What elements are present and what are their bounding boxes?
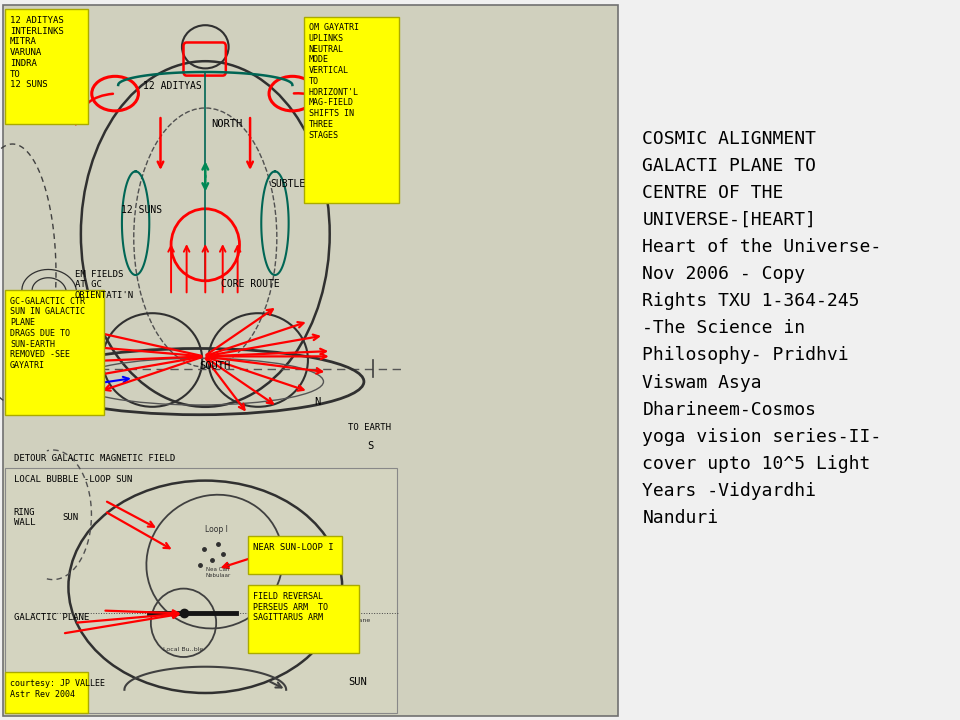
FancyBboxPatch shape — [5, 9, 88, 124]
Text: NORTH: NORTH — [211, 119, 243, 129]
Text: CORE ROUTE: CORE ROUTE — [221, 279, 279, 289]
Text: DETOUR GALACTIC MAGNETIC FIELD: DETOUR GALACTIC MAGNETIC FIELD — [13, 454, 175, 463]
Text: GALACTIC PLANE: GALACTIC PLANE — [13, 613, 89, 622]
FancyBboxPatch shape — [5, 290, 104, 415]
Text: SUN: SUN — [348, 677, 367, 687]
Text: 12 ADITYAS: 12 ADITYAS — [143, 81, 202, 91]
Text: EM FIELDS
AT GC
ORIENTATI'N: EM FIELDS AT GC ORIENTATI'N — [75, 270, 133, 300]
FancyBboxPatch shape — [248, 536, 342, 574]
Text: Loop I: Loop I — [205, 525, 228, 534]
FancyBboxPatch shape — [5, 672, 88, 713]
Text: galactic plane: galactic plane — [326, 618, 371, 623]
Text: SUN: SUN — [62, 513, 79, 521]
Text: S: S — [367, 441, 373, 451]
Text: SUBTLE: SUBTLE — [271, 179, 306, 189]
Text: GC-GALACTIC CTR
SUN IN GALACTIC
PLANE
DRAGS DUE TO
SUN-EARTH
REMOVED -SEE
GAYATR: GC-GALACTIC CTR SUN IN GALACTIC PLANE DR… — [10, 297, 84, 370]
Text: wall: wall — [280, 611, 293, 616]
Text: RING
WALL: RING WALL — [13, 508, 36, 527]
FancyBboxPatch shape — [248, 585, 359, 653]
Text: TO EARTH: TO EARTH — [348, 423, 392, 432]
Text: FIELD REVERSAL
PERSEUS ARM  TO
SAGITTARUS ARM: FIELD REVERSAL PERSEUS ARM TO SAGITTARUS… — [252, 592, 327, 622]
FancyBboxPatch shape — [5, 468, 396, 713]
Text: NEAR SUN-LOOP I: NEAR SUN-LOOP I — [252, 543, 333, 552]
FancyBboxPatch shape — [3, 5, 617, 716]
Text: LOCAL BUBBLE -LOOP SUN: LOCAL BUBBLE -LOOP SUN — [13, 475, 132, 484]
Text: N: N — [314, 397, 321, 408]
Text: OM GAYATRI
UPLINKS
NEUTRAL
MODE
VERTICAL
TO
HORIZONT'L
MAG-FIELD
SHIFTS IN
THREE: OM GAYATRI UPLINKS NEUTRAL MODE VERTICAL… — [308, 23, 358, 140]
Text: SOUTH: SOUTH — [199, 361, 230, 372]
Text: courtesy: JP VALLEE
Astr Rev 2004: courtesy: JP VALLEE Astr Rev 2004 — [10, 679, 105, 698]
Text: Local Bu..ble: Local Bu..ble — [163, 647, 204, 652]
Text: Nea Can
Nebulaar: Nea Can Nebulaar — [205, 567, 230, 577]
Text: COSMIC ALIGNMENT
GALACTI PLANE TO
CENTRE OF THE
UNIVERSE-[HEART]
Heart of the Un: COSMIC ALIGNMENT GALACTI PLANE TO CENTRE… — [642, 130, 881, 527]
FancyBboxPatch shape — [303, 17, 399, 203]
Text: 12 ADITYAS
INTERLINKS
MITRA
VARUNA
INDRA
TO
12 SUNS: 12 ADITYAS INTERLINKS MITRA VARUNA INDRA… — [10, 16, 63, 89]
Text: 12 SUNS: 12 SUNS — [121, 205, 162, 215]
